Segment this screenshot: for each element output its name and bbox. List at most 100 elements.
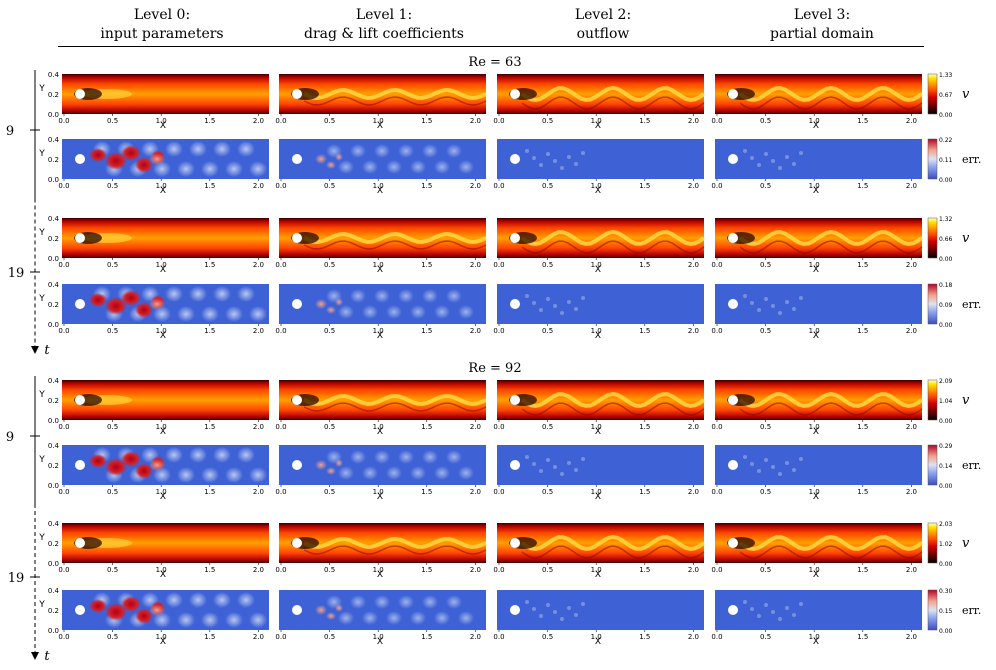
time-label: 9 bbox=[6, 430, 14, 445]
colorbar-tick-label: 0.00 bbox=[939, 418, 953, 425]
x-axis-label: X bbox=[377, 570, 383, 580]
error-speckle bbox=[532, 156, 536, 160]
x-tick-label: 2.0 bbox=[906, 182, 917, 190]
error-blob bbox=[350, 595, 366, 609]
wake-band bbox=[520, 534, 706, 552]
error-blob bbox=[335, 153, 343, 161]
velocity-panel bbox=[279, 380, 487, 420]
wake-band bbox=[303, 87, 487, 101]
x-tick-label: 0.0 bbox=[711, 423, 722, 431]
x-tick-label: 0.5 bbox=[542, 327, 553, 335]
error-speckle bbox=[757, 614, 761, 618]
colorbar-tick-label: 0.00 bbox=[939, 177, 953, 184]
x-tick-label: 2.0 bbox=[688, 261, 699, 269]
error-blob bbox=[213, 592, 231, 608]
error-panel bbox=[279, 139, 486, 179]
x-tick-label: 1.0 bbox=[373, 633, 384, 641]
error-blob bbox=[422, 144, 438, 158]
column-header-level-2: Level 2: outflow bbox=[493, 6, 713, 44]
cylinder-obstacle bbox=[75, 89, 85, 99]
y-tick-label: 0.4 bbox=[48, 587, 60, 595]
error-blob bbox=[315, 299, 327, 309]
x-tick-label: 0.5 bbox=[760, 488, 771, 496]
error-blob bbox=[225, 612, 243, 628]
cylinder-obstacle bbox=[75, 605, 85, 615]
y-axis-label: Y bbox=[38, 390, 45, 400]
y-tick-label: 0.0 bbox=[48, 560, 59, 568]
cylinder-obstacle bbox=[292, 154, 302, 164]
panel-axes: 0.0 0.5 1.0 1.5 2.0 X bbox=[58, 485, 264, 502]
error-blob bbox=[105, 297, 127, 315]
x-tick-label: 1.0 bbox=[156, 566, 167, 574]
error-speckle bbox=[785, 300, 789, 304]
x-tick-label: 1.5 bbox=[639, 117, 650, 125]
error-blob bbox=[374, 595, 390, 609]
x-tick-label: 0.5 bbox=[107, 423, 118, 431]
y-axis: 0.0 0.2 0.4Y bbox=[38, 520, 59, 568]
error-blob bbox=[153, 612, 171, 628]
x-tick-label: 1.5 bbox=[421, 633, 432, 641]
cylinder-obstacle bbox=[510, 89, 520, 99]
x-tick-label: 2.0 bbox=[688, 566, 699, 574]
error-field bbox=[715, 590, 922, 630]
x-tick-label: 2.0 bbox=[470, 327, 481, 335]
x-tick-label: 1.5 bbox=[421, 566, 432, 574]
y-tick-label: 0.2 bbox=[48, 235, 59, 243]
error-panel bbox=[497, 590, 704, 630]
panel-axes: 0.0 0.5 1.0 1.5 2.0 X bbox=[275, 114, 481, 131]
x-axis-label: X bbox=[160, 427, 166, 437]
error-speckle bbox=[546, 603, 550, 607]
error-blob bbox=[189, 447, 207, 463]
wake-band bbox=[520, 229, 706, 247]
cylinder-obstacle bbox=[728, 154, 738, 164]
x-tick-label: 1.5 bbox=[639, 261, 650, 269]
colorbar: 0.22 0.11 0.00 err. bbox=[927, 137, 981, 184]
error-blob bbox=[165, 141, 183, 157]
wake-band bbox=[738, 85, 924, 103]
error-blob bbox=[249, 612, 267, 628]
y-tick-label: 0.4 bbox=[48, 377, 60, 385]
error-panel bbox=[497, 139, 704, 179]
error-blob bbox=[149, 604, 165, 616]
x-tick-label: 0.5 bbox=[107, 182, 118, 190]
x-tick-label: 1.5 bbox=[204, 633, 215, 641]
error-blob bbox=[338, 611, 354, 625]
error-blob bbox=[374, 289, 390, 303]
x-tick-label: 0.5 bbox=[324, 488, 335, 496]
colorbar-tick-label: 1.04 bbox=[939, 398, 953, 405]
wake-band bbox=[738, 229, 924, 247]
x-axis-label: X bbox=[813, 637, 819, 647]
x-axis-label: X bbox=[160, 570, 166, 580]
x-tick-label: 0.0 bbox=[275, 566, 286, 574]
x-tick-label: 1.0 bbox=[809, 327, 820, 335]
error-field bbox=[497, 445, 704, 485]
error-blob bbox=[362, 466, 378, 480]
x-tick-label: 0.0 bbox=[275, 488, 286, 496]
error-blob bbox=[121, 290, 141, 306]
x-axis-label: X bbox=[813, 265, 819, 275]
wake-shadow bbox=[303, 402, 487, 412]
error-speckle bbox=[799, 602, 803, 606]
cylinder-obstacle bbox=[510, 460, 520, 470]
colorbar-gradient bbox=[927, 444, 938, 486]
wake-band bbox=[303, 536, 487, 550]
error-blob bbox=[177, 306, 195, 322]
x-axis-label: X bbox=[160, 637, 166, 647]
x-tick-label: 0.5 bbox=[324, 327, 335, 335]
x-tick-label: 1.0 bbox=[156, 182, 167, 190]
panel-axes: 0.0 0.5 1.0 1.5 2.0 X bbox=[711, 563, 917, 580]
wake-shadow bbox=[521, 96, 705, 110]
x-tick-label: 0.5 bbox=[324, 182, 335, 190]
error-blob bbox=[249, 161, 267, 177]
colorbar-tick-label: 1.32 bbox=[939, 216, 953, 223]
error-blob bbox=[434, 466, 450, 480]
error-blob bbox=[458, 466, 474, 480]
colorbar-tick-label: 0.67 bbox=[939, 92, 953, 99]
x-tick-label: 0.5 bbox=[760, 423, 771, 431]
x-tick-label: 2.0 bbox=[688, 327, 699, 335]
column-header-level-3: Level 3: partial domain bbox=[712, 6, 932, 44]
error-speckle bbox=[525, 294, 529, 298]
x-tick-label: 0.0 bbox=[493, 488, 504, 496]
colorbar-tick-label: 0.18 bbox=[939, 282, 953, 289]
error-speckle bbox=[560, 617, 564, 621]
